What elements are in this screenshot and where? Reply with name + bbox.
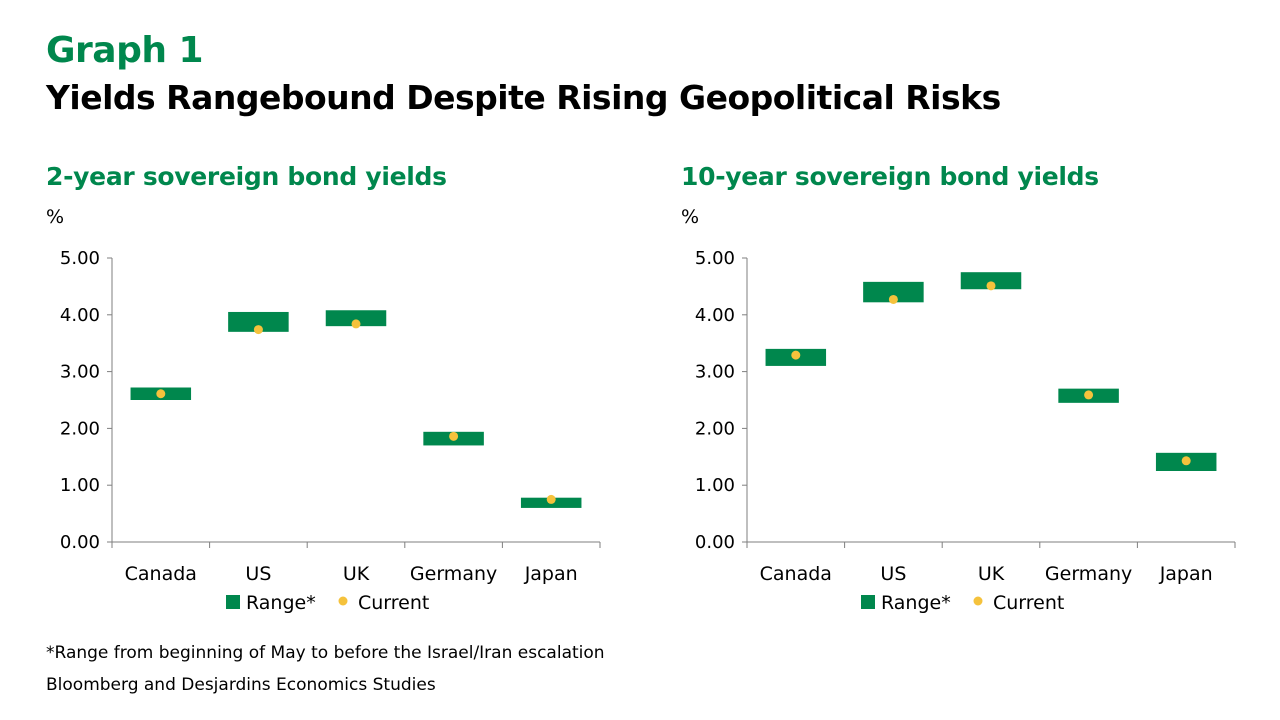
legend-current-marker	[973, 596, 983, 606]
legend-range-label: Range*	[881, 592, 951, 614]
chart-2y: 0.00 1.00 2.00 3.00 4.00 5.00 Canada US UK German…	[60, 248, 601, 614]
x-tick-label: Germany	[1045, 563, 1132, 585]
range-bar-us	[863, 281, 924, 303]
x-tick-label: Japan	[1159, 563, 1213, 585]
legend-range-label: Range*	[246, 592, 316, 614]
y-axis-unit-2y: %	[46, 206, 65, 228]
y-tick-label: 3.00	[60, 362, 100, 383]
legend-current-marker	[338, 596, 348, 606]
y-tick-label: 0.00	[60, 532, 100, 553]
current-marker-japan	[1181, 456, 1191, 466]
y-tick-label: 5.00	[60, 248, 100, 269]
legend-current-label: Current	[358, 592, 429, 614]
range-bar-us	[228, 311, 289, 332]
current-marker-japan	[546, 494, 556, 504]
y-tick-label: 4.00	[695, 305, 735, 326]
current-marker-us	[253, 325, 263, 335]
legend-range-swatch	[861, 595, 875, 609]
y-tick-label: 3.00	[695, 362, 735, 383]
current-marker-germany	[1084, 390, 1094, 400]
footnote: *Range from beginning of May to before t…	[46, 643, 605, 663]
x-tick-label: UK	[343, 563, 370, 585]
x-tick-label: Japan	[524, 563, 578, 585]
x-tick-label: Canada	[125, 563, 197, 585]
x-tick-label: Canada	[760, 563, 832, 585]
x-tick-label: US	[880, 563, 906, 585]
chart-10y: 0.00 1.00 2.00 3.00 4.00 5.00 Canada US UK German…	[695, 248, 1236, 614]
current-marker-germany	[449, 431, 459, 441]
y-tick-label: 0.00	[695, 532, 735, 553]
current-marker-uk	[986, 281, 996, 291]
y-tick-label: 1.00	[695, 475, 735, 496]
chart-title-10y: 10-year sovereign bond yields	[681, 162, 1099, 191]
x-tick-label: US	[245, 563, 271, 585]
y-tick-label: 2.00	[60, 418, 100, 439]
x-tick-label: UK	[978, 563, 1005, 585]
y-tick-label: 1.00	[60, 475, 100, 496]
current-marker-us	[888, 294, 898, 304]
current-marker-canada	[156, 389, 166, 399]
range-bar-uk	[325, 310, 387, 327]
source-note: Bloomberg and Desjardins Economics Studi…	[46, 675, 436, 695]
chart-title-2y: 2-year sovereign bond yields	[46, 162, 447, 191]
y-tick-label: 2.00	[695, 418, 735, 439]
legend-range-swatch	[226, 595, 240, 609]
y-axis-unit-10y: %	[681, 206, 700, 228]
legend-current-label: Current	[993, 592, 1064, 614]
page-title: Yields Rangebound Despite Rising Geopoli…	[46, 78, 1001, 117]
current-marker-uk	[351, 319, 361, 329]
y-tick-label: 4.00	[60, 305, 100, 326]
x-tick-label: Germany	[410, 563, 497, 585]
current-marker-canada	[791, 350, 801, 360]
y-tick-label: 5.00	[695, 248, 735, 269]
range-bar-uk	[960, 272, 1022, 290]
graph-label: Graph 1	[46, 30, 204, 71]
